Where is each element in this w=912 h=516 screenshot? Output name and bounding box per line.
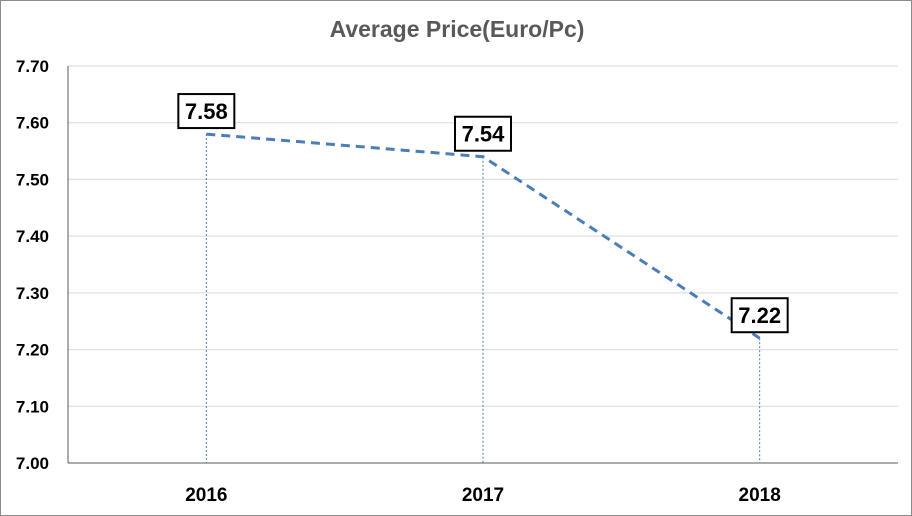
x-tick-label: 2018 <box>739 485 781 506</box>
y-tick-label: 7.30 <box>16 284 49 303</box>
series-line-layer <box>206 132 761 340</box>
chart-title: Average Price(Euro/Pc) <box>330 16 585 42</box>
y-tick-label: 7.60 <box>16 114 49 133</box>
data-label: 7.22 <box>730 297 789 334</box>
x-tick-label: 2017 <box>462 485 504 506</box>
data-label-text: 7.58 <box>185 99 228 124</box>
y-tick-label: 7.00 <box>16 454 49 473</box>
y-tick-label: 7.40 <box>16 227 49 246</box>
data-label-text: 7.54 <box>462 122 506 147</box>
x-tick-label: 2016 <box>185 485 227 506</box>
data-label-text: 7.22 <box>738 303 781 328</box>
data-label: 7.58 <box>177 93 236 130</box>
data-label-box <box>177 93 236 130</box>
y-tick-label: 7.50 <box>16 170 49 189</box>
data-label-box <box>730 297 789 334</box>
drop-lines <box>205 134 761 463</box>
y-tick-label: 7.20 <box>16 341 49 360</box>
data-label-box <box>454 115 512 152</box>
data-label: 7.54 <box>454 115 512 152</box>
series-line <box>206 132 761 340</box>
y-tick-label: 7.70 <box>16 57 49 76</box>
y-axis-tick-labels: 7.00 7.10 7.20 7.30 7.40 7.50 7.60 7.70 <box>16 57 49 473</box>
x-axis-tick-labels: 2016 2017 2018 <box>185 485 781 506</box>
data-labels: 7.58 7.54 7.22 <box>177 93 789 334</box>
y-tick-label: 7.10 <box>16 397 49 416</box>
